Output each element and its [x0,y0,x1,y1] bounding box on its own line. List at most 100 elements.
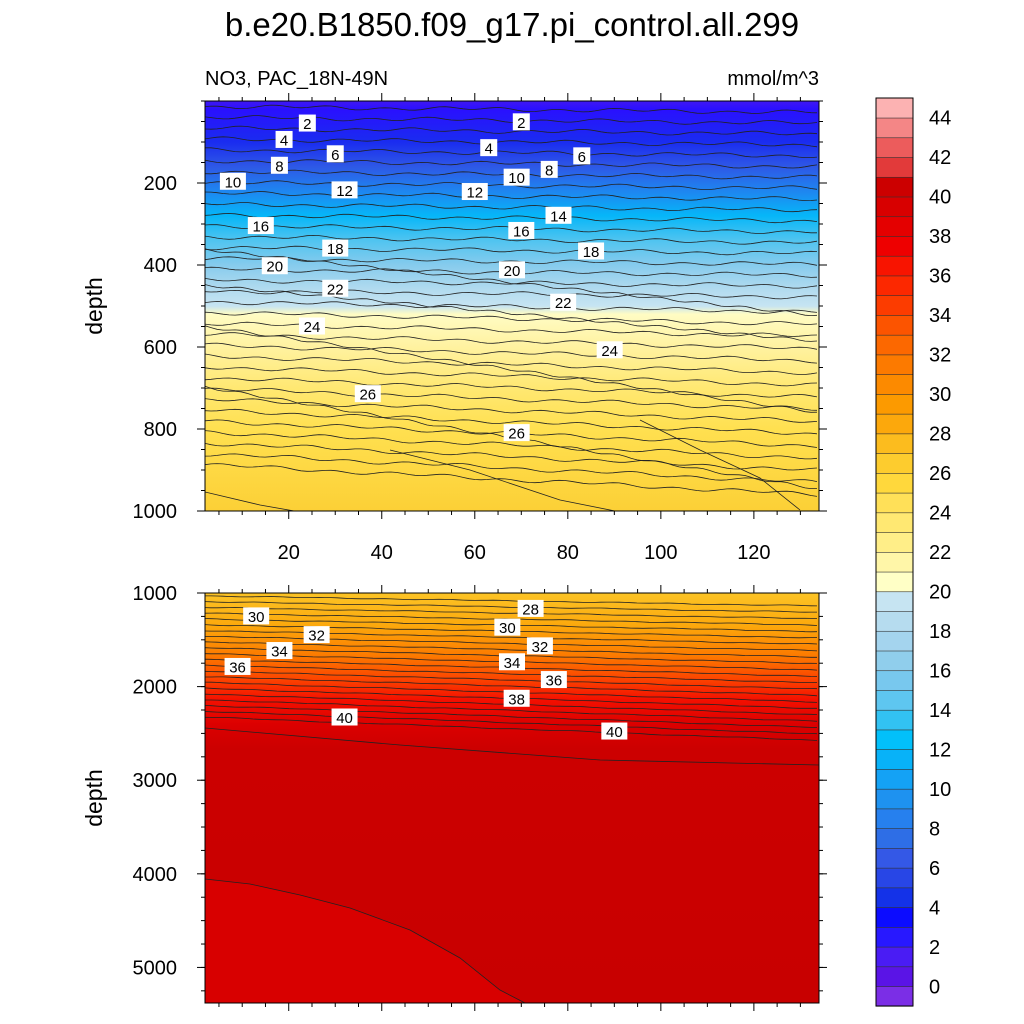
contour-label-text: 24 [304,319,321,336]
colorbar-swatch [875,768,914,790]
contour-label: 38 [503,689,530,708]
colorbar-swatch [875,610,914,632]
contour-label: 30 [243,607,270,626]
contour-label: 20 [499,261,525,280]
contour-label-box [480,139,498,157]
colorbar-tick-label: 34 [929,305,951,327]
contour-label-text: 12 [466,185,483,202]
contour-line [205,234,818,245]
colorbar-tick-label: 14 [929,700,951,722]
contour-line [205,595,818,607]
contour-label: 26 [503,424,530,443]
contour-line [205,278,818,289]
y-tick-label: 1000 [133,583,178,605]
contour-label-text: 36 [546,673,563,690]
contour-label-box [494,618,521,636]
contour-line [205,332,818,350]
contour-label-box [503,168,530,186]
contour-label-text: 20 [266,259,283,276]
colorbar-tick-label: 22 [929,542,951,564]
lower-plot-frame [204,592,820,1004]
y-tick-label: 5000 [133,957,178,979]
contour-label-box [261,257,288,275]
contour-label: 6 [326,145,344,164]
colorbar-tick-label: 4 [929,897,940,919]
x-tick-label: 20 [278,542,300,564]
deep-red-region [205,878,526,1003]
contour-label-text: 4 [485,141,493,158]
contour-line [205,711,818,735]
contour-label-text: 36 [229,659,246,676]
contour-line [205,641,817,658]
colorbar-swatch [875,354,914,375]
y-tick-label: 200 [144,173,177,195]
colorbar-swatch [875,97,914,119]
colorbar-tick-labels: 0246810121416182022242628303234363840424… [929,108,951,999]
colorbar-swatch [875,156,914,178]
colorbar-tick-label: 42 [929,147,951,169]
contour-label-text: 22 [327,281,344,298]
colorbar-swatch [875,413,914,435]
contour-line [205,367,818,387]
contour-line [205,676,818,697]
contour-label-text: 38 [508,691,525,708]
colorbar-tick-label: 12 [929,739,951,761]
contour-label-text: 6 [578,149,586,166]
contour-label-box [499,653,525,671]
contour-line [205,716,818,741]
contour-label-text: 32 [308,628,325,645]
colorbar-swatch [875,650,914,672]
colorbar-tick-label: 36 [929,266,951,288]
contour-line [205,377,818,398]
colorbar-tick-label: 8 [929,818,940,840]
contour-label-box [503,424,530,442]
colorbar-swatch [875,196,914,218]
colorbar-frame [875,97,914,1007]
contour-label-text: 32 [532,639,549,656]
colorbar-swatch [875,808,914,829]
colorbar-swatch [875,867,914,889]
contour-label-box [354,385,381,403]
y-tick-label: 400 [144,255,177,277]
contour-label: 12 [331,181,358,200]
contour-label: 8 [270,156,288,175]
contour-line [205,607,818,619]
lower-panel: 28 30 30 32 32 34 34 36 36 38 40 40 1000 2000 3000 400… [81,583,827,1011]
colorbar-swatch [875,295,914,316]
colorbar-swatch [875,255,914,277]
contour-label-box [270,156,288,174]
contour-label-box [243,607,270,625]
contour-line [205,311,818,326]
contour-label-text: 4 [280,132,288,149]
colorbar-swatch [875,729,914,750]
colorbar-tick-label: 40 [929,187,951,209]
lower-contour-labels: 28 30 30 32 32 34 34 36 36 38 40 40 [224,599,628,741]
contour-label-box [540,671,567,689]
contour-line [205,398,818,423]
contour-label-text: 18 [583,244,600,261]
contour-label: 24 [596,341,623,360]
colorbar-swatch [875,847,914,869]
contour-label-text: 40 [606,724,623,741]
colorbar-swatch [875,314,914,336]
contour-line [205,463,818,497]
contour-label: 16 [508,221,535,240]
colorbar-swatch [875,117,914,139]
contour-label-box [499,261,525,279]
colorbar-swatch [875,906,914,928]
colorbar-swatch [875,137,914,158]
contour-line [205,147,818,158]
contour-line [205,353,818,375]
contour-line [205,202,818,213]
colorbar-tick-label: 6 [929,858,940,880]
colorbar-swatch [875,393,914,415]
contour-label-box [303,626,330,644]
contour-line [205,664,818,683]
contour-line [205,136,818,148]
contour-label-text: 16 [513,223,530,240]
contour-label: 26 [354,385,381,404]
colorbar-tick-label: 28 [929,424,951,446]
contour-label-box [596,341,623,359]
contour-line [205,159,818,169]
